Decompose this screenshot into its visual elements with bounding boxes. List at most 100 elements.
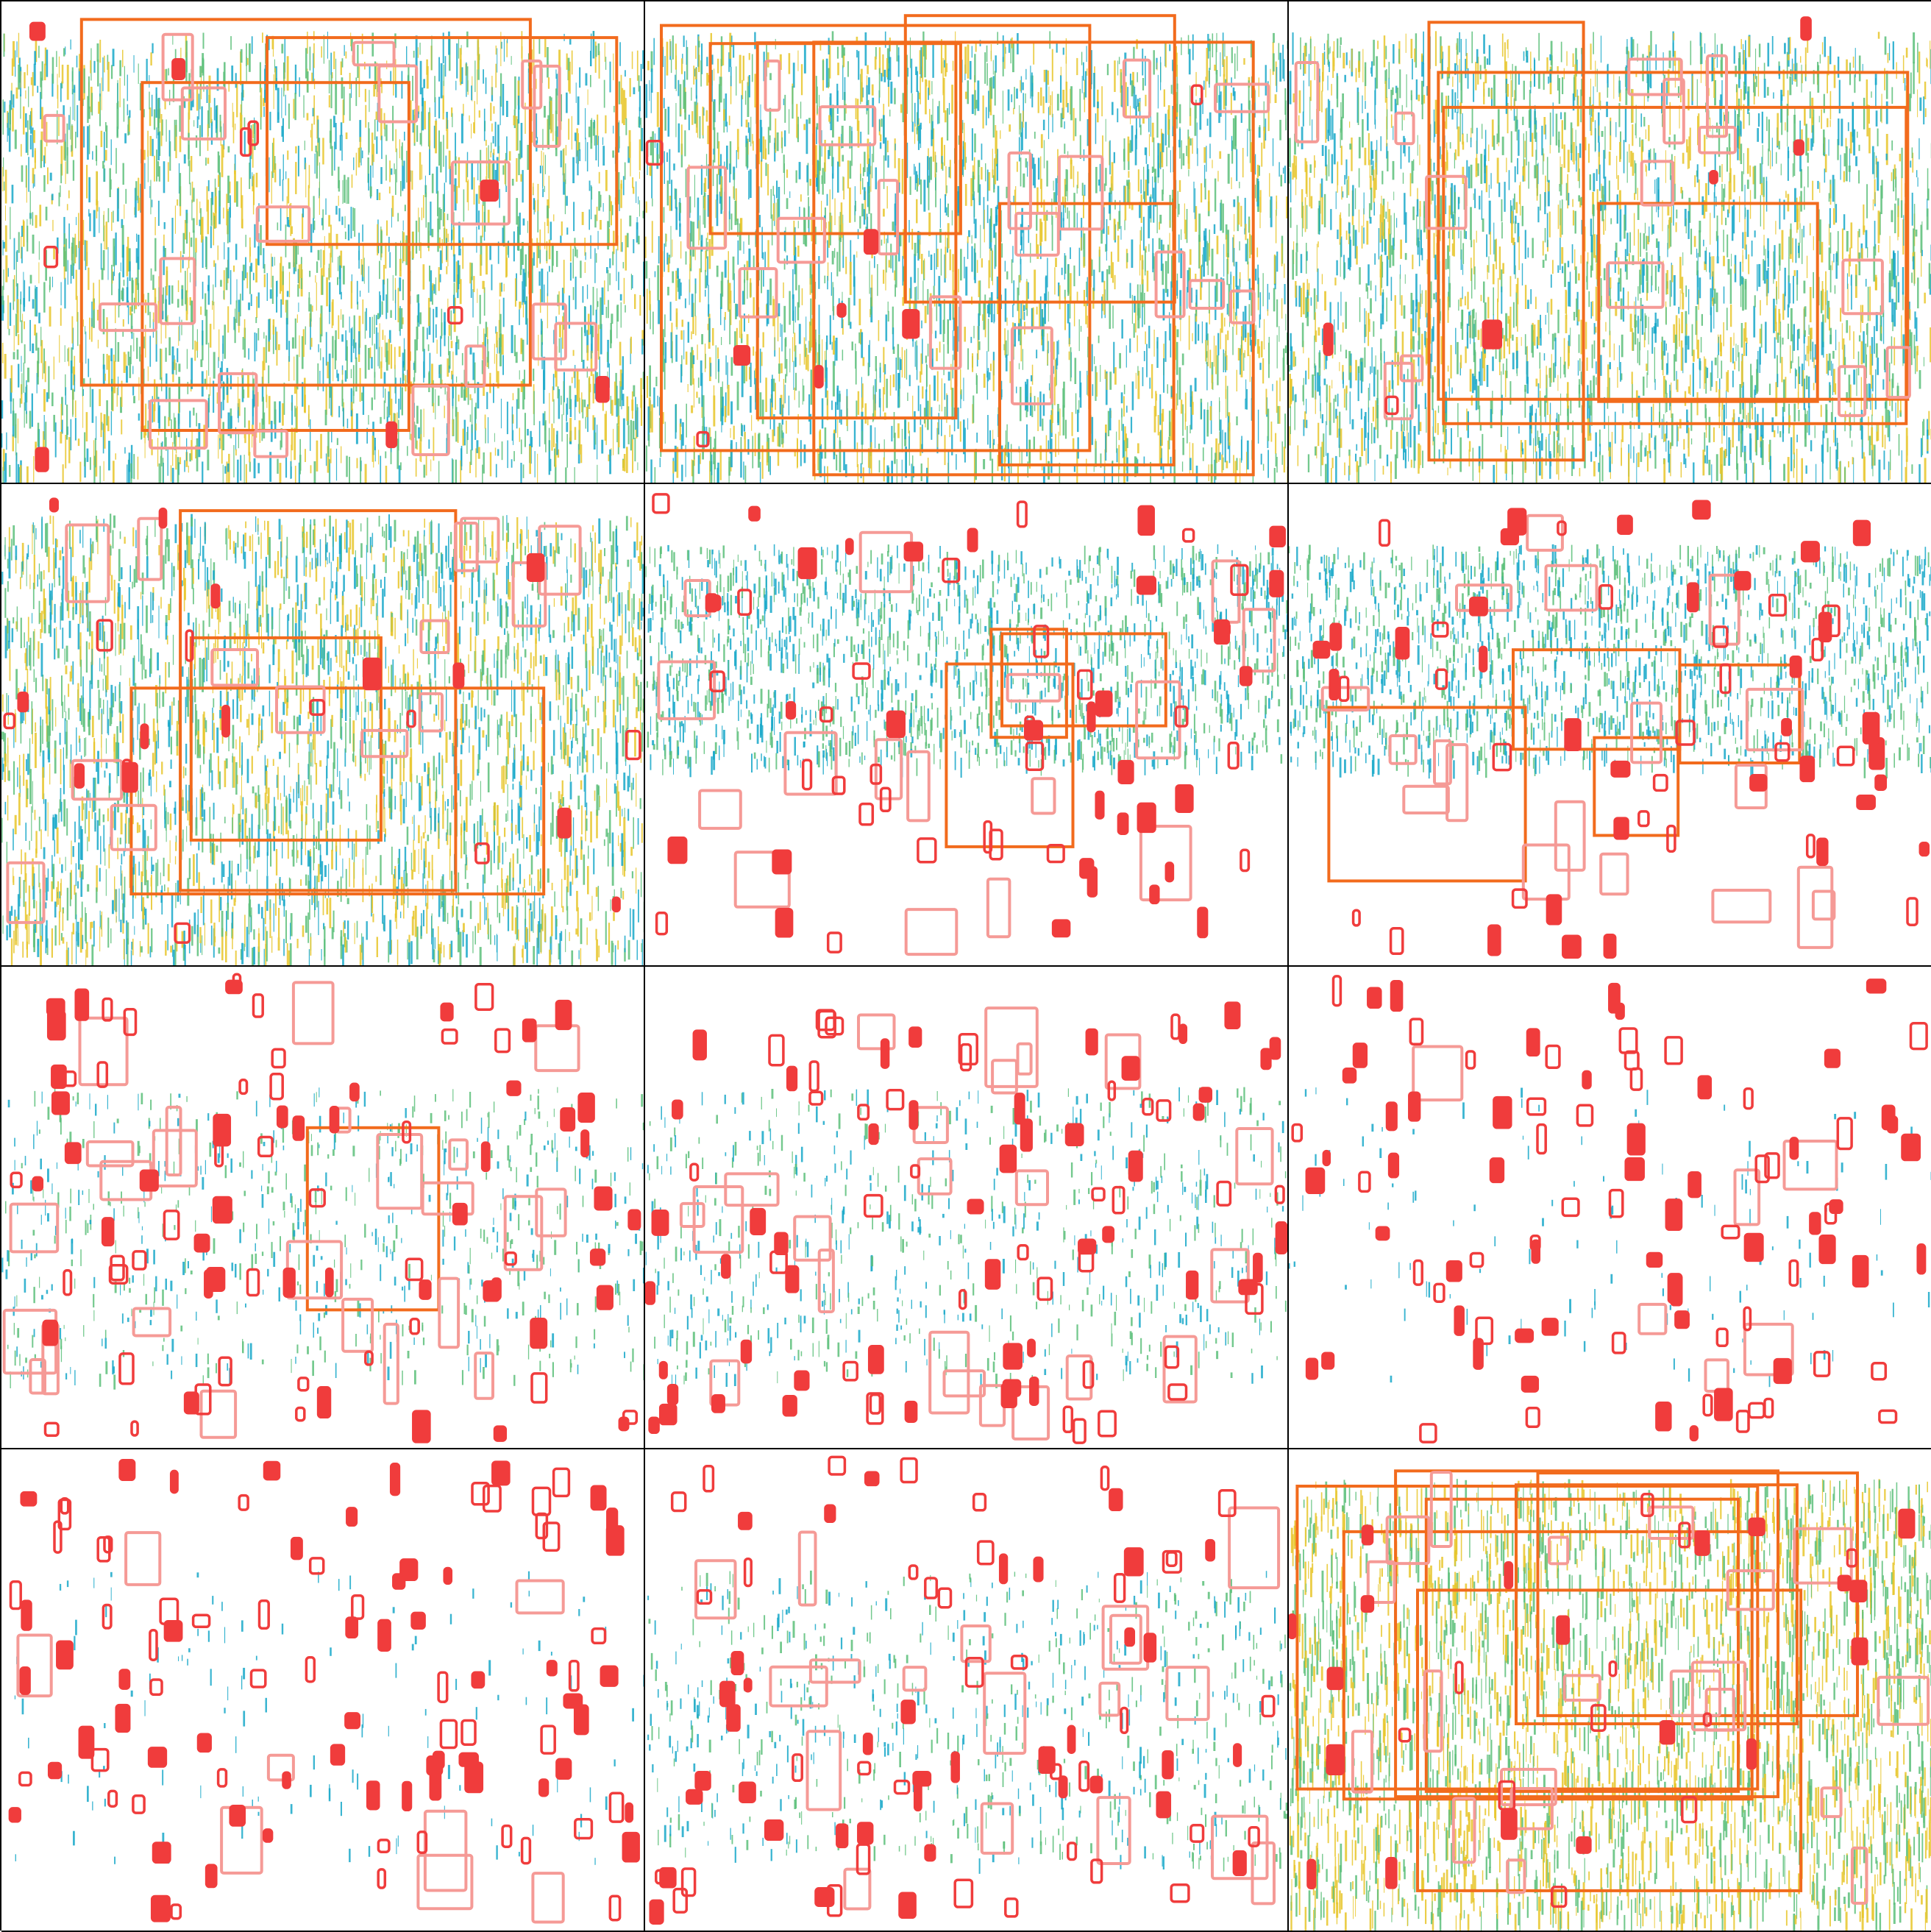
detection-box: [1241, 850, 1249, 870]
detection-box: [1115, 1574, 1125, 1602]
detection-box: [1344, 1069, 1356, 1082]
detection-box: [260, 1601, 269, 1629]
detection-box: [1751, 775, 1766, 790]
detection-box: [673, 1101, 682, 1118]
detection-box: [1276, 1186, 1284, 1203]
detection-box: [1143, 1099, 1153, 1115]
detection-box: [214, 1115, 230, 1146]
detection-box: [283, 1772, 290, 1788]
detection-box: [1118, 814, 1127, 834]
detection-box: [150, 1630, 157, 1661]
detection-box: [1270, 572, 1283, 597]
detection-box: [1765, 1399, 1773, 1418]
detection-box: [608, 1527, 623, 1555]
detection-box: [739, 590, 751, 614]
detection-box: [449, 1140, 467, 1169]
detection-box: [1220, 1491, 1235, 1516]
detection-box: [1838, 1576, 1850, 1590]
detection-box: [296, 1408, 305, 1421]
detection-box: [691, 1164, 698, 1180]
detection-box: [1200, 1088, 1211, 1101]
detection-box: [1038, 1278, 1051, 1299]
detection-box: [508, 1082, 520, 1095]
detection-box: [441, 1004, 452, 1020]
detection-box: [591, 1250, 605, 1265]
detection-box: [126, 1533, 160, 1585]
detection-box: [555, 324, 596, 370]
detection-box: [1323, 1151, 1329, 1165]
detection-box: [597, 377, 608, 402]
detection-box: [1032, 778, 1054, 813]
detection-box: [133, 1796, 144, 1813]
detection-box: [829, 1457, 844, 1474]
detection-box: [837, 1825, 847, 1847]
detection-box: [1354, 1044, 1367, 1067]
detection-box: [111, 1256, 124, 1279]
detection-box: [766, 61, 780, 110]
detection-box: [860, 804, 872, 825]
detection-box: [626, 1804, 632, 1822]
spectrogram-plot: [1, 1449, 644, 1931]
detection-box: [1434, 1284, 1444, 1301]
detection-box: [185, 1393, 199, 1413]
detection-box: [1096, 792, 1103, 818]
detection-box: [354, 43, 394, 65]
detection-box: [1610, 984, 1619, 1012]
detection-box: [1615, 818, 1628, 839]
detection-box: [517, 1581, 563, 1613]
detection-box: [661, 1363, 667, 1378]
detection-box: [22, 1601, 31, 1630]
detection-box: [1018, 1246, 1028, 1260]
detection-box: [347, 1508, 357, 1525]
detection-box: [1409, 1093, 1420, 1121]
detection-box: [21, 1668, 29, 1694]
detection-box: [1455, 1307, 1463, 1335]
detection-box: [974, 1494, 986, 1510]
detection-box: [223, 706, 229, 736]
detection-box: [1000, 1146, 1015, 1172]
detection-box: [4, 714, 14, 728]
detection-box: [1471, 598, 1487, 615]
spectrogram-panel: [1, 1449, 645, 1932]
detection-box: [186, 631, 192, 661]
detection-box: [1546, 1046, 1560, 1068]
detection-box: [1308, 1860, 1315, 1888]
detection-box: [319, 1388, 330, 1418]
detection-box: [783, 1396, 796, 1416]
detection-box: [1505, 1563, 1512, 1588]
detection-box: [57, 1641, 72, 1668]
detection-box: [1748, 1740, 1756, 1769]
detection-box: [141, 725, 148, 748]
detection-box: [657, 913, 667, 934]
detection-box: [1618, 516, 1632, 533]
detection-box: [828, 933, 841, 952]
detection-box: [694, 1031, 705, 1059]
detection-box: [1171, 1885, 1189, 1902]
detection-box: [533, 1488, 550, 1515]
detection-box: [825, 1505, 835, 1521]
detection-box: [240, 1080, 246, 1094]
detection-box: [1018, 502, 1027, 527]
detection-box: [1704, 1395, 1712, 1415]
detection-box: [838, 304, 845, 316]
spectrogram-panel: [1, 484, 645, 967]
detection-box: [909, 1566, 917, 1579]
detection-box: [1854, 1257, 1868, 1287]
detection-box: [1328, 1668, 1342, 1688]
detection-box: [1562, 1198, 1579, 1215]
detection-box: [1782, 720, 1790, 735]
spectrogram-panel: [1289, 1, 1931, 484]
detection-box: [986, 1260, 1000, 1288]
detection-box: [1376, 1227, 1388, 1239]
detection-box: [252, 1670, 266, 1687]
detection-box: [1004, 1344, 1021, 1368]
detection-box: [138, 519, 161, 580]
detection-box: [1820, 613, 1831, 641]
detection-box: [558, 809, 570, 837]
detection-box: [45, 116, 64, 141]
detection-box: [1121, 1708, 1128, 1733]
detection-box: [1516, 1329, 1532, 1341]
detection-box: [1064, 1407, 1072, 1432]
detection-box: [591, 1486, 605, 1509]
detection-box: [1017, 1171, 1048, 1204]
